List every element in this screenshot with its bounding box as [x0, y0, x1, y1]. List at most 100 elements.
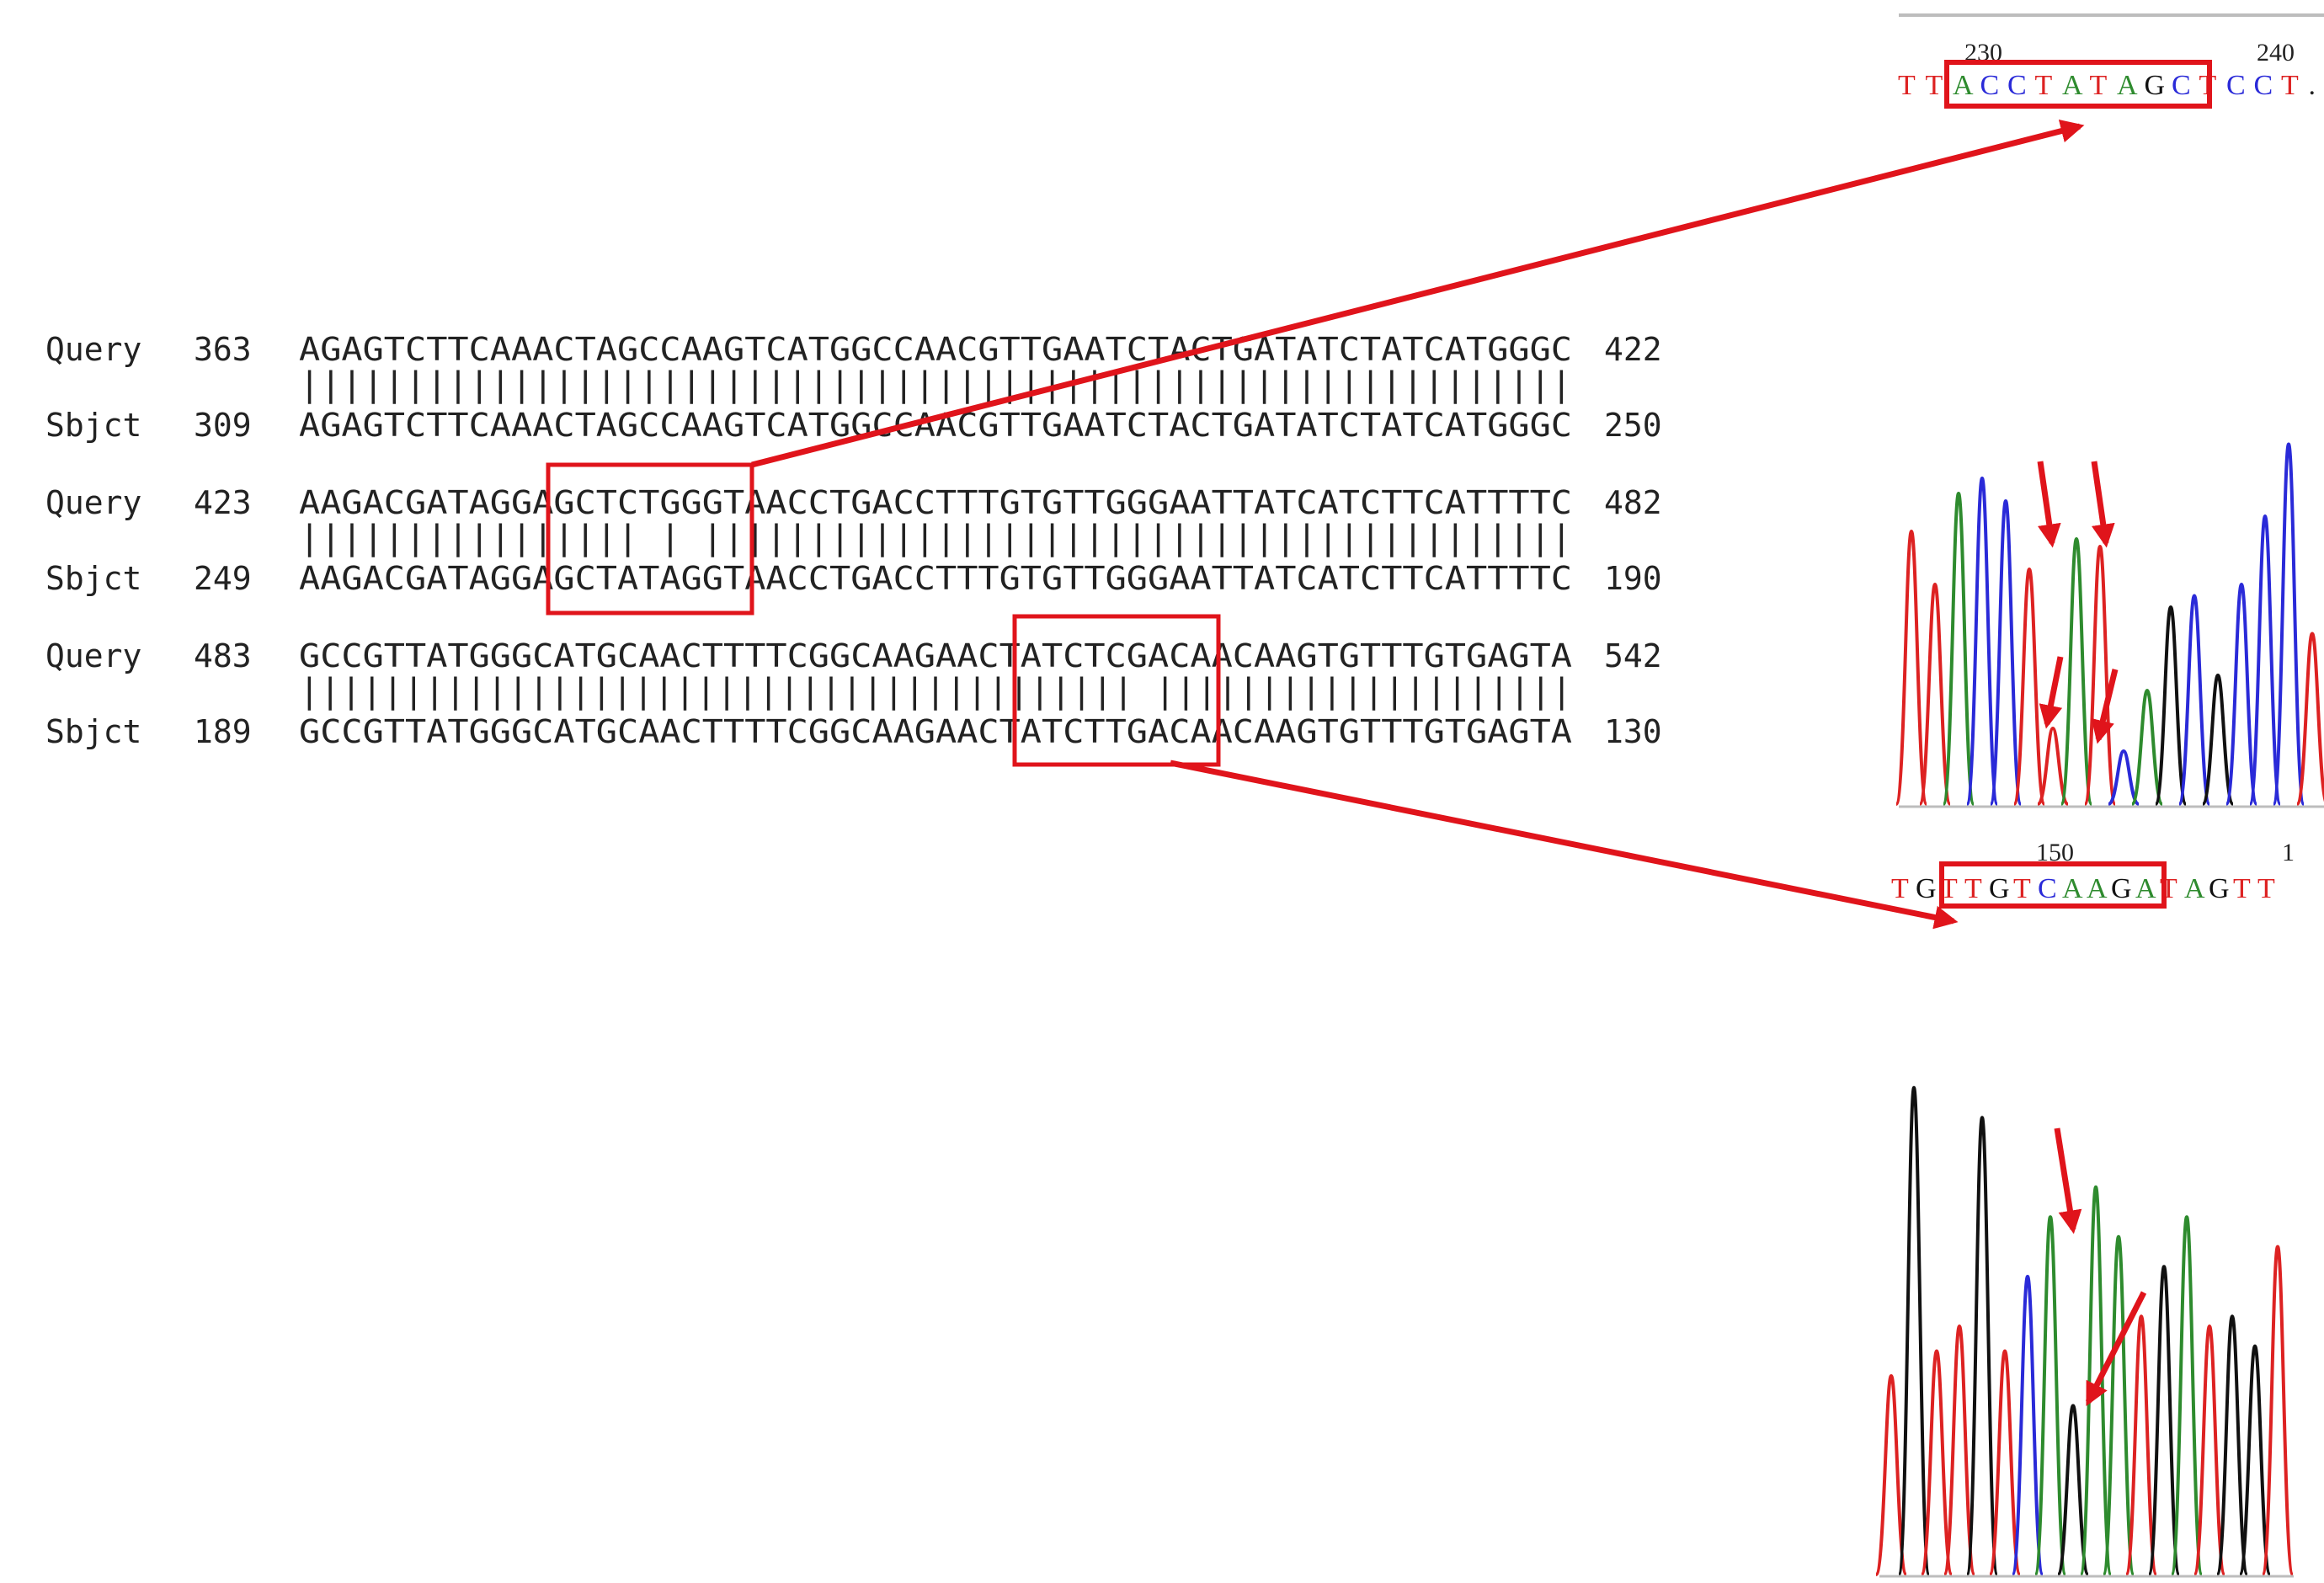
- chromatogram-peak: [2193, 1324, 2226, 1576]
- chromatogram-peak: [2079, 1185, 2113, 1576]
- mutation-box-2: [1012, 614, 1221, 767]
- chromatogram-peak: [1989, 498, 2023, 806]
- trace-highlight-box: [1944, 60, 2212, 109]
- base-call: T: [2281, 70, 2299, 101]
- sbjct-end: 190: [1604, 560, 1662, 597]
- base-call: C: [2226, 70, 2246, 101]
- base-call: .: [2309, 70, 2316, 101]
- query-sequence: GCCGTTATGGGCATGCAACTTTTCGGCAAGAACTATCTCG…: [299, 637, 1572, 674]
- base-call: T: [2090, 70, 2108, 101]
- chromatogram-peak: [2130, 688, 2164, 806]
- query-label: Query: [45, 331, 141, 368]
- base-call: G: [1989, 873, 2010, 904]
- query-start: 483: [194, 637, 252, 674]
- trace-position-label: 1: [2282, 839, 2295, 866]
- chromatogram-peak: [2261, 1245, 2295, 1576]
- query-label: Query: [45, 637, 141, 674]
- trace-position-label: 240: [2257, 39, 2295, 67]
- peak-arrow: [2039, 656, 2064, 729]
- chromatogram-peak: [1965, 1116, 1999, 1576]
- query-end: 482: [1604, 484, 1662, 521]
- base-call: T: [1898, 70, 1916, 101]
- sbjct-sequence: AAGACGATAGGAGCTATAGGTAACCTGACCTTTGTGTTGG…: [299, 560, 1572, 597]
- chromatogram-peak: [2102, 1234, 2135, 1576]
- chromatogram-peak: [2238, 1344, 2272, 1576]
- base-call: A: [2062, 873, 2083, 904]
- query-sequence: AAGACGATAGGAGCTCTGGGTAACCTGACCTTTGTGTTGG…: [299, 484, 1572, 521]
- query-start: 423: [194, 484, 252, 521]
- base-call: C: [1980, 70, 2000, 101]
- peak-arrow: [2054, 1127, 2082, 1234]
- base-call: A: [2117, 70, 2138, 101]
- query-start: 363: [194, 331, 252, 368]
- chromatogram-peak: [1874, 1373, 1908, 1576]
- query-sequence: AGAGTCTTCAAACTAGCCAAGTCATGGCCAACGTTGAATC…: [299, 331, 1572, 368]
- chromatogram-peak: [2011, 1274, 2044, 1576]
- base-call: T: [2233, 873, 2251, 904]
- query-end: 422: [1604, 331, 1662, 368]
- base-call: A: [2087, 873, 2108, 904]
- base-call: C: [2038, 873, 2057, 904]
- base-call: C: [2254, 70, 2273, 101]
- base-call: A: [2184, 873, 2205, 904]
- sbjct-start: 249: [194, 560, 252, 597]
- base-call: T: [2035, 70, 2053, 101]
- query-end: 542: [1604, 637, 1662, 674]
- chromatogram-peak: [1920, 1349, 1954, 1576]
- chromatogram-peak: [2272, 442, 2305, 806]
- base-call: T: [2013, 873, 2031, 904]
- connector-arrow-bottom: [1170, 760, 1959, 930]
- peak-arrow: [2091, 461, 2115, 548]
- chromatogram-peak: [1988, 1349, 2022, 1576]
- sbjct-label: Sbjct: [45, 713, 141, 750]
- chromatogram-peak: [2034, 1215, 2067, 1576]
- base-call: G: [2145, 70, 2166, 101]
- chromatogram-peak: [1918, 582, 1952, 806]
- base-call: A: [2062, 70, 2083, 101]
- chromatogram-peak: [2012, 567, 2046, 806]
- chromatogram-peak: [2170, 1215, 2204, 1576]
- match-line: ||||||||||||||||||||||||||||||||||||||||…: [299, 365, 1572, 404]
- chromatogram-peak: [2201, 673, 2235, 806]
- base-call: A: [2135, 873, 2156, 904]
- sbjct-start: 309: [194, 407, 252, 444]
- peak-arrow: [2037, 461, 2061, 548]
- chromatogram-peak: [2177, 594, 2211, 806]
- trace-highlight-box: [1939, 861, 2167, 909]
- chromatogram-peak: [2215, 1314, 2249, 1576]
- base-call: G: [1916, 873, 1937, 904]
- chromatogram-peak: [1943, 1324, 1976, 1576]
- chromatogram-peak: [1897, 1085, 1931, 1576]
- peak-arrow: [2091, 669, 2119, 744]
- base-call: T: [2257, 873, 2275, 904]
- base-call: C: [2007, 70, 2027, 101]
- sbjct-sequence: AGAGTCTTCAAACTAGCCAAGTCATGGCCAACGTTGAATC…: [299, 407, 1572, 444]
- trace-peaks: [1874, 1085, 2295, 1576]
- chromatogram-peak: [2083, 544, 2117, 806]
- chromatogram-peak: [2225, 582, 2258, 806]
- base-call: G: [2111, 873, 2132, 904]
- chromatogram-peak: [2107, 749, 2140, 806]
- match-line: |||||||||||||||| | |||||||||||||||||||||…: [299, 519, 1572, 557]
- sbjct-label: Sbjct: [45, 560, 141, 597]
- chromatogram-peak: [1965, 476, 1999, 806]
- sbjct-start: 189: [194, 713, 252, 750]
- base-call: T: [1964, 873, 1982, 904]
- chromatogram-peak: [2295, 632, 2324, 806]
- chromatogram-peak: [2248, 514, 2282, 806]
- alignment-block-1: Query 363 AGAGTCTTCAAACTAGCCAAGTCATGGCCA…: [45, 331, 1662, 444]
- sbjct-end: 130: [1604, 713, 1662, 750]
- base-call: A: [1953, 70, 1974, 101]
- trace-peaks: [1895, 442, 2324, 806]
- base-call: T: [1940, 873, 1958, 904]
- base-call: T: [1926, 70, 1943, 101]
- match-line: ||||||||||||||||||||||||||||||||||||||||…: [299, 672, 1572, 711]
- mutation-box-1: [546, 462, 754, 616]
- chromatogram-peak: [2060, 536, 2093, 806]
- chromatogram-peak: [1895, 529, 1928, 806]
